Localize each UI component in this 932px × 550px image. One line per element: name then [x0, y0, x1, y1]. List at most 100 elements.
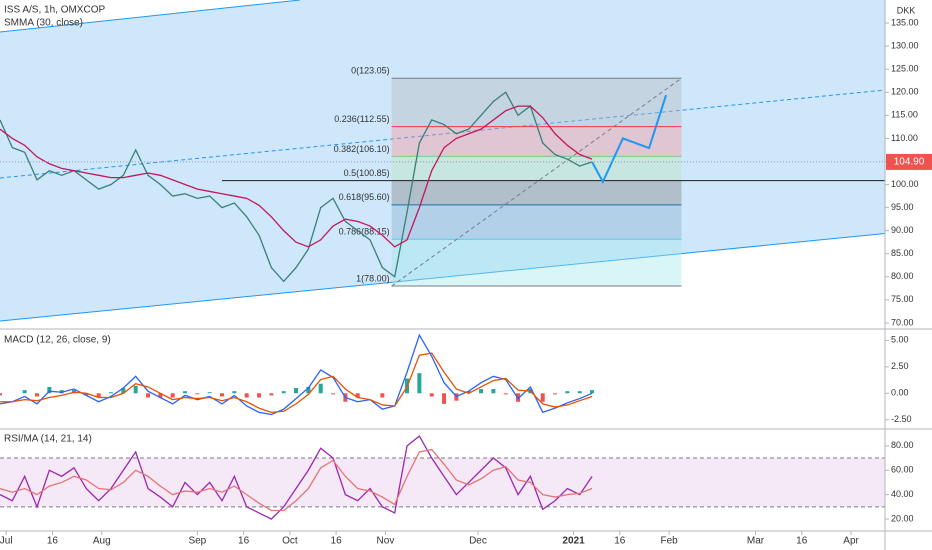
macd-histogram-bar — [577, 391, 582, 394]
y-tick-label: 60.00 — [891, 465, 914, 475]
y-tick-label: 40.00 — [891, 489, 914, 499]
fib-label: 0.618(95.60) — [339, 192, 390, 202]
macd-histogram-bar — [269, 393, 274, 396]
plots: 70.0075.0080.0085.0090.0095.00100.00105.… — [0, 17, 932, 547]
fib-band — [391, 126, 682, 157]
y-tick-label: 115.00 — [891, 110, 918, 120]
y-tick-label: 80.00 — [891, 440, 914, 450]
macd-histogram-bar — [158, 393, 163, 398]
series-line — [0, 333, 593, 416]
macd-histogram-bar — [540, 393, 545, 402]
x-tick-label: Oct — [282, 536, 298, 547]
macd-histogram-bar — [96, 393, 101, 398]
fib-label: 0.5(100.85) — [344, 168, 390, 178]
macd-histogram-bar — [183, 391, 188, 394]
macd-histogram-bar — [47, 386, 52, 394]
fib-label: 0.786(88.15) — [339, 227, 390, 237]
y-tick-label: 85.00 — [891, 248, 914, 258]
y-tick-label: 125.00 — [891, 64, 919, 74]
y-tick-label: 0.00 — [891, 388, 909, 398]
series-line — [0, 448, 593, 512]
fib-band — [391, 204, 682, 240]
macd-histogram-bar — [109, 392, 114, 394]
y-tick-label: 130.00 — [891, 41, 919, 51]
macd-histogram-bar — [244, 393, 249, 398]
x-tick-label: Nov — [377, 536, 395, 547]
series-line — [0, 105, 593, 248]
macd-histogram-bar — [84, 393, 89, 396]
parallel-channel — [0, 0, 885, 321]
channel-mid — [0, 89, 886, 179]
fib-band — [391, 239, 682, 287]
macd-histogram-bar — [466, 391, 471, 394]
macd-histogram-bar — [331, 393, 336, 395]
macd-histogram-bar — [220, 393, 225, 397]
macd-histogram-bar — [306, 386, 311, 394]
x-tick-label: Mar — [747, 536, 765, 547]
x-tick-label: 2021 — [562, 536, 585, 547]
y-tick-label: 110.00 — [891, 133, 918, 143]
macd-histogram-bar — [553, 393, 558, 395]
y-tick-label: 70.00 — [891, 317, 914, 327]
fib-label: 1(78.00) — [356, 273, 390, 283]
x-tick-label: Feb — [661, 536, 679, 547]
fib-label: 0.236(112.55) — [334, 114, 389, 124]
macd-legend: MACD (12, 26, close, 9) — [4, 335, 111, 346]
y-tick-label: 80.00 — [891, 271, 914, 281]
x-tick-label: Jul — [0, 536, 13, 547]
macd-histogram-bar — [207, 392, 212, 394]
channel-upper — [0, 0, 301, 33]
macd-histogram-bar — [503, 393, 508, 395]
x-tick-label: 16 — [47, 536, 59, 547]
fib-band — [391, 180, 682, 205]
rsi-legend: RSI/MA (14, 21, 14) — [4, 434, 92, 445]
fib-label: 0(123.05) — [351, 66, 390, 76]
macd-histogram-bar — [133, 385, 138, 394]
x-tick-label: 16 — [331, 536, 343, 547]
channel-lower — [0, 233, 886, 322]
macd-histogram-bar — [146, 393, 151, 398]
macd-histogram-bar — [294, 387, 299, 394]
last-price-tag — [886, 153, 932, 170]
y-tick-label: 2.50 — [891, 361, 909, 371]
rsi-band — [0, 458, 885, 507]
projection-path — [591, 94, 668, 184]
x-tick-label: 16 — [238, 536, 250, 547]
x-tick-label: 16 — [614, 536, 626, 547]
smma-legend: SMMA (30, close) — [4, 18, 83, 29]
macd-histogram-bar — [442, 393, 447, 404]
y-tick-label: 20.00 — [891, 513, 914, 523]
y-tick-label: 75.00 — [891, 294, 914, 304]
x-tick-label: Apr — [843, 536, 859, 547]
y-tick-label: 90.00 — [891, 225, 914, 235]
x-tick-label: 16 — [796, 536, 808, 547]
currency: DKK — [897, 5, 916, 15]
fib-trend — [391, 77, 682, 287]
macd-histogram-bar — [590, 390, 595, 394]
macd-histogram-bar — [355, 393, 360, 398]
macd-histogram-bar — [121, 387, 126, 394]
y-tick-label: 95.00 — [891, 202, 914, 212]
macd-histogram-bar — [22, 390, 27, 394]
macd-histogram-bar — [429, 393, 434, 397]
series-line — [0, 352, 593, 413]
macd-histogram-bar — [491, 389, 496, 394]
macd-histogram-bar — [195, 393, 200, 395]
y-tick-label: 135.00 — [891, 17, 919, 27]
series-line — [0, 91, 593, 283]
macd-histogram-bar — [380, 393, 385, 398]
macd-histogram-bar — [565, 391, 570, 394]
y-tick-label: -2.50 — [891, 414, 912, 424]
fib-label: 0.382(106.10) — [334, 144, 390, 154]
x-tick-label: Aug — [93, 536, 111, 547]
macd-histogram-bar — [232, 391, 237, 394]
macd-histogram-bar — [417, 373, 422, 394]
macd-histogram-bar — [318, 383, 323, 394]
macd-histogram-bar — [257, 393, 262, 398]
x-tick-label: Dec — [469, 536, 487, 547]
y-tick-label: 5.00 — [891, 335, 909, 345]
symbol-legend: ISS A/S, 1h, OMXCOP — [4, 5, 105, 16]
y-tick-label: 100.00 — [891, 179, 919, 189]
fib-band — [391, 78, 682, 127]
